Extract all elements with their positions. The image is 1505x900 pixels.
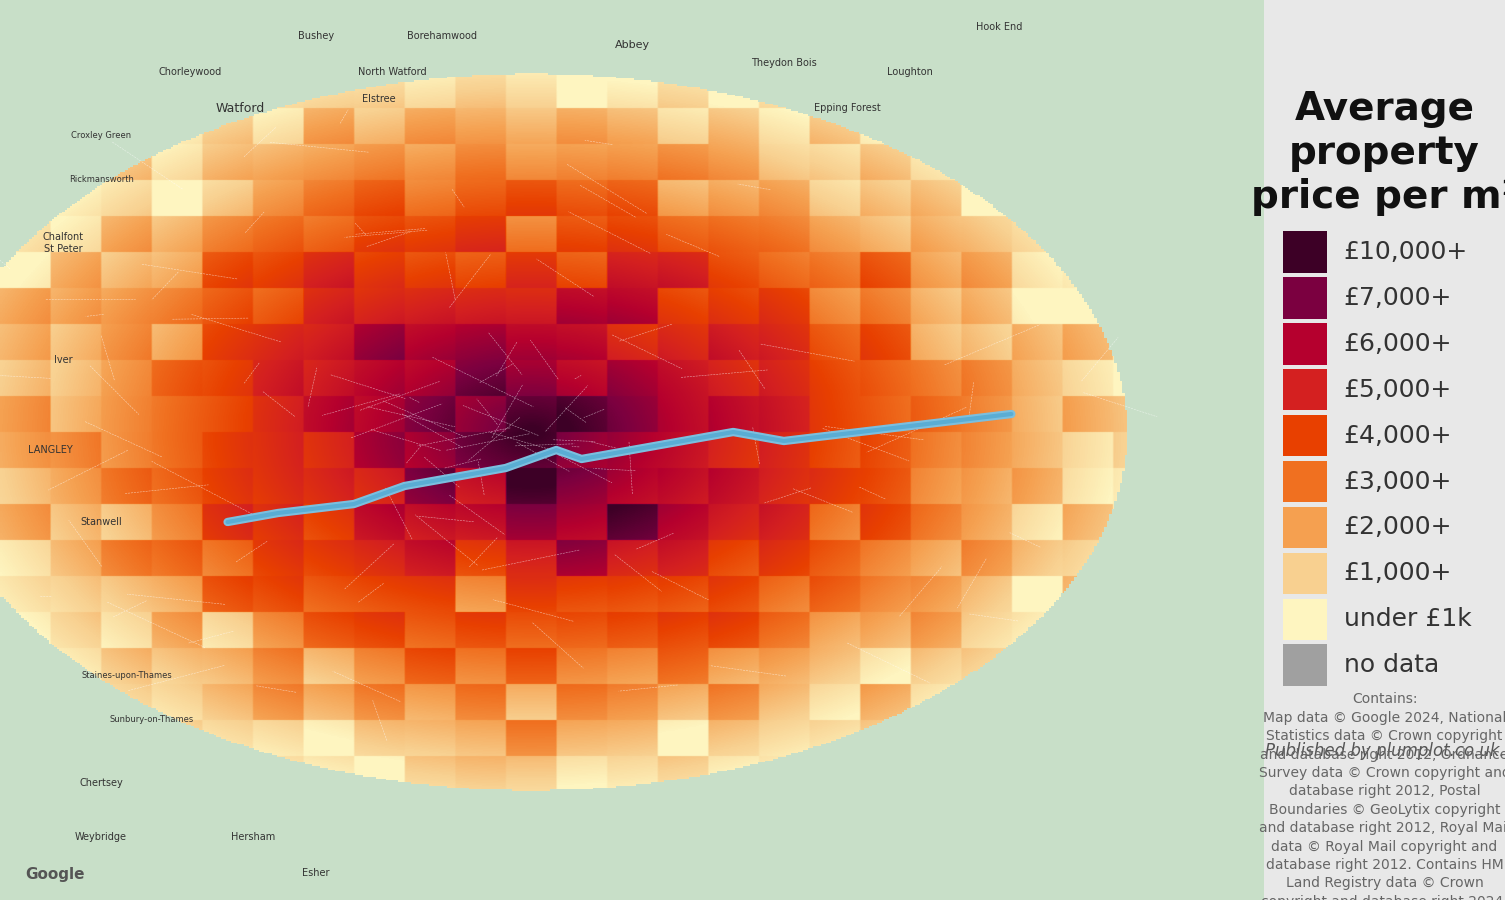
Text: Google: Google <box>26 867 84 882</box>
Text: £6,000+: £6,000+ <box>1344 332 1452 356</box>
Text: Contains:
Map data © Google 2024, National
Statistics data © Crown copyright
and: Contains: Map data © Google 2024, Nation… <box>1258 692 1505 900</box>
FancyBboxPatch shape <box>1284 415 1327 456</box>
Text: Published by plumplot.co.uk.: Published by plumplot.co.uk. <box>1264 742 1505 760</box>
Text: Elstree: Elstree <box>363 94 396 104</box>
FancyBboxPatch shape <box>1284 507 1327 548</box>
FancyBboxPatch shape <box>1284 231 1327 273</box>
FancyBboxPatch shape <box>1284 277 1327 319</box>
FancyBboxPatch shape <box>1284 598 1327 640</box>
Text: Sunbury-on-Thames: Sunbury-on-Thames <box>110 716 194 724</box>
Text: £2,000+: £2,000+ <box>1344 516 1452 539</box>
Text: Esher: Esher <box>303 868 330 878</box>
FancyBboxPatch shape <box>1284 644 1327 686</box>
Text: North Watford: North Watford <box>358 67 426 77</box>
Text: Weybridge: Weybridge <box>75 832 126 842</box>
Text: £10,000+: £10,000+ <box>1344 240 1467 264</box>
Text: Croxley Green: Croxley Green <box>71 130 131 140</box>
FancyBboxPatch shape <box>1284 369 1327 410</box>
Text: Stanwell: Stanwell <box>80 517 122 527</box>
Text: Iver: Iver <box>54 355 72 365</box>
Text: Abbey: Abbey <box>614 40 650 50</box>
Text: LANGLEY: LANGLEY <box>29 445 72 455</box>
FancyBboxPatch shape <box>1284 323 1327 364</box>
Text: Hook End: Hook End <box>975 22 1022 32</box>
Text: Hersham: Hersham <box>230 832 275 842</box>
Text: £5,000+: £5,000+ <box>1344 378 1452 401</box>
Text: Watford: Watford <box>215 102 265 114</box>
Text: no data: no data <box>1344 653 1439 677</box>
Text: Chertsey: Chertsey <box>80 778 123 788</box>
Text: Theydon Bois: Theydon Bois <box>751 58 817 68</box>
Text: Chorleywood: Chorleywood <box>158 67 221 77</box>
Text: Staines-upon-Thames: Staines-upon-Thames <box>81 670 172 680</box>
Text: Loughton: Loughton <box>888 67 933 77</box>
Text: Average
property
price per m²: Average property price per m² <box>1251 90 1505 216</box>
Text: Chalfont
St Peter: Chalfont St Peter <box>42 232 84 254</box>
Text: Epping Forest: Epping Forest <box>814 103 880 113</box>
Text: Rickmansworth: Rickmansworth <box>69 176 134 184</box>
Text: £3,000+: £3,000+ <box>1344 470 1452 493</box>
FancyBboxPatch shape <box>1284 461 1327 502</box>
FancyBboxPatch shape <box>1284 553 1327 594</box>
Text: £4,000+: £4,000+ <box>1344 424 1452 447</box>
Text: £7,000+: £7,000+ <box>1344 286 1452 310</box>
Text: £1,000+: £1,000+ <box>1344 562 1452 585</box>
Text: Borehamwood: Borehamwood <box>408 31 477 41</box>
Text: under £1k: under £1k <box>1344 608 1472 631</box>
Text: Bushey: Bushey <box>298 31 334 41</box>
